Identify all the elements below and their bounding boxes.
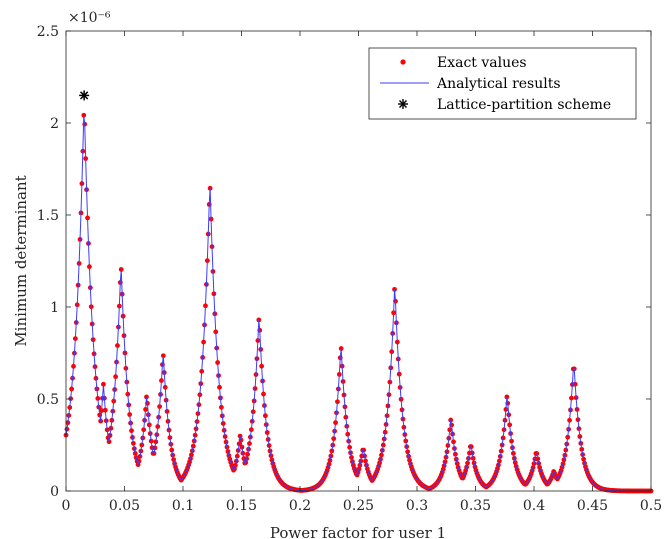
y-tick-label: 0 — [50, 484, 59, 500]
x-tick-label: 0.3 — [406, 498, 428, 514]
y-exponent-label: ×10⁻⁶ — [68, 10, 111, 26]
legend-exact-label: Exact values — [437, 55, 527, 71]
legend-lattice-marker — [398, 99, 408, 109]
y-axis-label: Minimum determinant — [12, 175, 30, 346]
x-tick-label: 0.15 — [226, 498, 257, 514]
lattice-partition-point — [79, 90, 90, 101]
x-tick-label: 0.1 — [172, 498, 194, 514]
x-tick-label: 0.2 — [289, 498, 311, 514]
y-tick-label: 2.5 — [37, 24, 59, 40]
legend-analytical-label: Analytical results — [436, 76, 561, 92]
x-tick-label: 0.25 — [343, 498, 374, 514]
y-tick-label: 1.5 — [37, 208, 59, 224]
x-tick-label: 0.5 — [640, 498, 662, 514]
curve-layer — [63, 90, 654, 494]
x-tick-label: 0.05 — [109, 498, 140, 514]
legend-lattice-label: Lattice-partition scheme — [437, 97, 611, 113]
x-tick-label: 0.35 — [460, 498, 491, 514]
x-tick-label: 0 — [62, 498, 71, 514]
legend-exact-marker — [400, 59, 406, 65]
y-tick-label: 2 — [50, 116, 59, 132]
y-tick-label: 0.5 — [37, 392, 59, 408]
y-tick-label: 1 — [50, 300, 59, 316]
x-tick-label: 0.4 — [523, 498, 545, 514]
axes: 0 0.05 0.1 0.15 0.2 0.25 0.3 0.35 0.4 0.45 0.5 0 0.5… — [37, 24, 662, 514]
x-axis-label: Power factor for user 1 — [270, 524, 446, 539]
x-tick-label: 0.45 — [577, 498, 608, 514]
analytical-series-line — [65, 115, 651, 492]
legend: Exact values Analytical results Lattice-… — [368, 47, 637, 120]
